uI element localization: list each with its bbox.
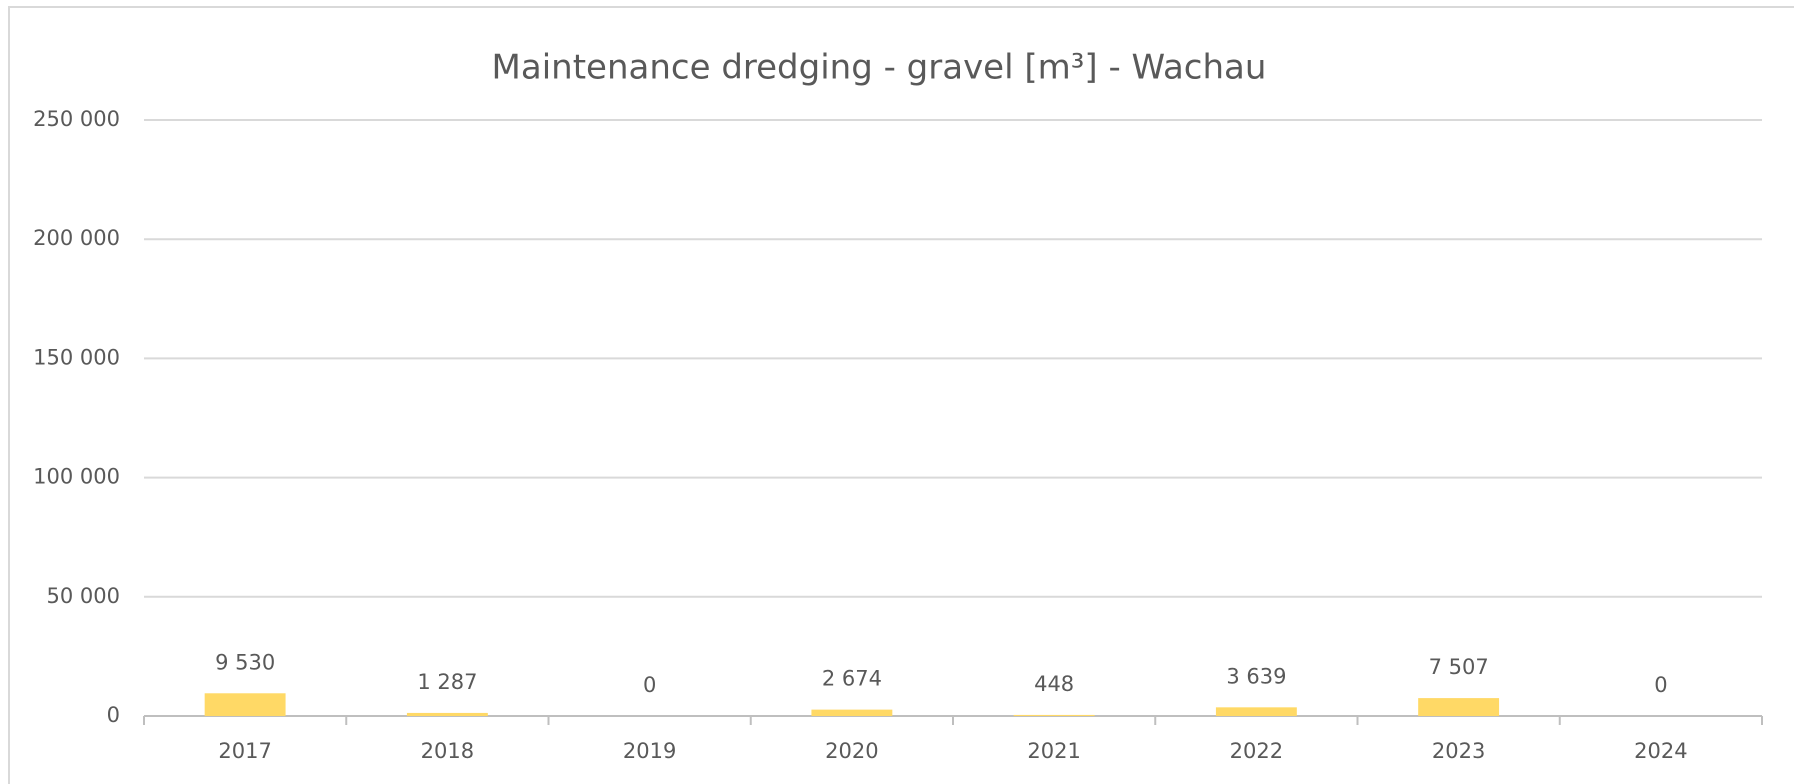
y-tick-label: 0 — [107, 703, 120, 727]
bar — [811, 709, 893, 716]
data-label: 3 639 — [1226, 664, 1286, 688]
x-tick-label: 2021 — [1027, 739, 1080, 763]
data-label: 7 507 — [1429, 655, 1489, 679]
data-label: 1 287 — [417, 670, 477, 694]
bar — [1013, 714, 1095, 716]
y-tick-label: 100 000 — [33, 465, 120, 489]
y-tick-label: 250 000 — [33, 107, 120, 131]
chart-frame — [8, 6, 1794, 784]
data-label: 0 — [643, 673, 656, 697]
y-tick-label: 50 000 — [47, 584, 120, 608]
data-label: 9 530 — [215, 650, 275, 674]
data-label: 2 674 — [822, 667, 882, 691]
bar — [1215, 707, 1297, 716]
x-tick-label: 2020 — [825, 739, 878, 763]
x-tick-label: 2017 — [218, 739, 271, 763]
x-tick-label: 2019 — [623, 739, 676, 763]
bar — [406, 712, 488, 716]
bar — [1418, 698, 1500, 716]
x-tick-label: 2018 — [421, 739, 474, 763]
data-label: 0 — [1654, 673, 1667, 697]
chart-title: Maintenance dredging - gravel [m³] - Wac… — [492, 48, 1267, 88]
x-tick-label: 2023 — [1432, 739, 1485, 763]
data-label: 448 — [1034, 672, 1074, 696]
x-tick-label: 2022 — [1230, 739, 1283, 763]
y-tick-label: 150 000 — [33, 345, 120, 369]
bar — [204, 693, 286, 716]
x-tick-label: 2024 — [1634, 739, 1687, 763]
y-tick-label: 200 000 — [33, 226, 120, 250]
